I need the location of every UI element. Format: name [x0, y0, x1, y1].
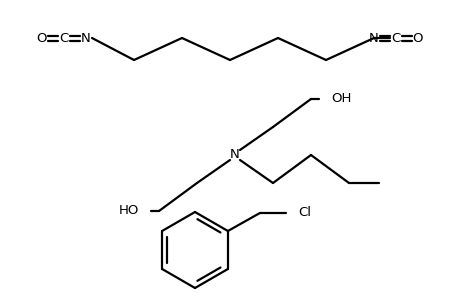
Text: OH: OH — [330, 92, 350, 105]
Text: N: N — [368, 31, 378, 45]
Text: Cl: Cl — [297, 206, 310, 219]
Text: O: O — [412, 31, 422, 45]
Text: O: O — [37, 31, 47, 45]
Text: N: N — [81, 31, 91, 45]
Text: HO: HO — [118, 205, 139, 217]
Text: C: C — [391, 31, 400, 45]
Text: N: N — [230, 148, 239, 162]
Text: C: C — [59, 31, 69, 45]
